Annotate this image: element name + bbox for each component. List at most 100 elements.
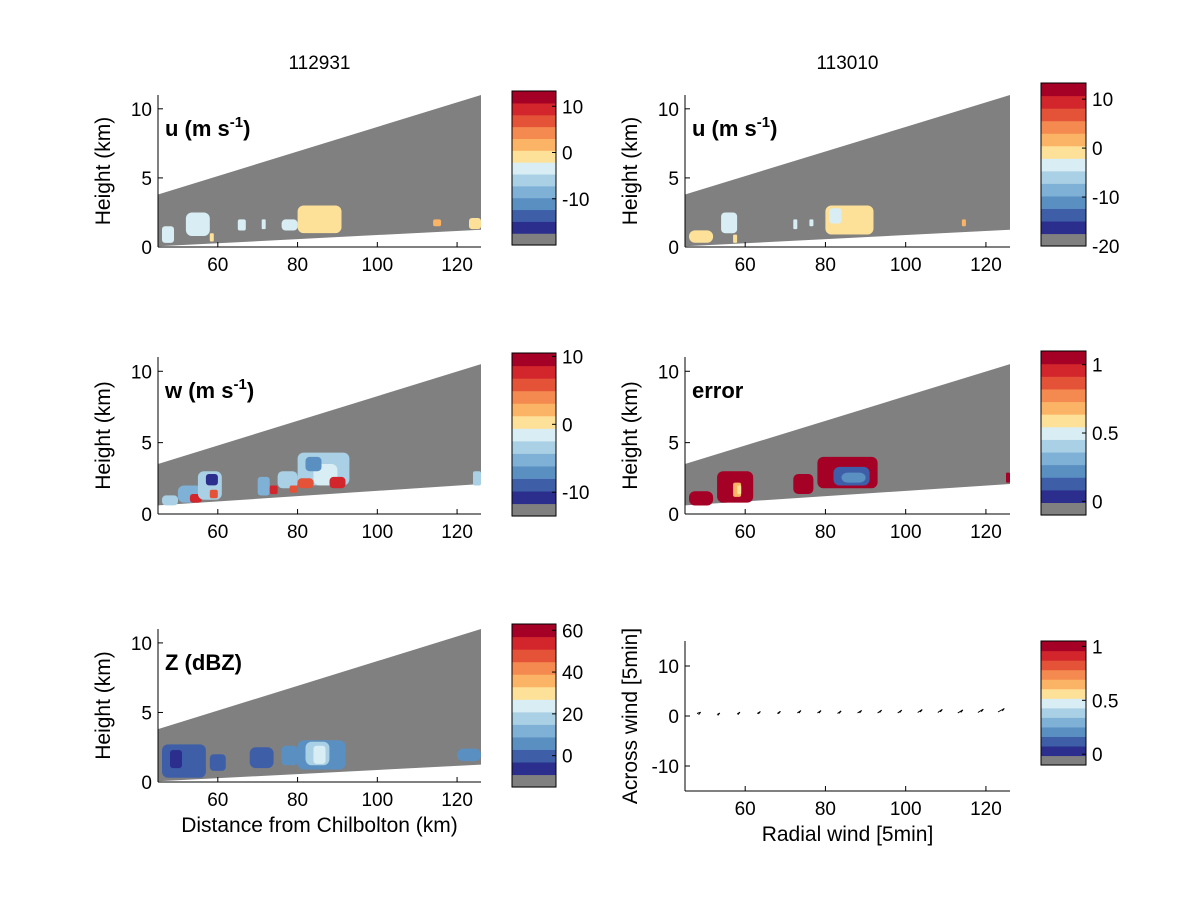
colorbar-swatch [1041, 170, 1086, 184]
colorbar: 60 40 20 0 [511, 621, 583, 788]
colorbar-tick-label: 0 [1092, 139, 1103, 160]
y-tick-label: 10 [658, 362, 679, 383]
echo-patch [313, 745, 326, 764]
colorbar-swatch [1041, 83, 1086, 97]
colorbar-swatch [512, 774, 556, 788]
y-axis-label: Height (km) [619, 117, 642, 226]
colorbar-swatch [512, 699, 556, 713]
echo-patch [1006, 472, 1010, 483]
colorbar-swatch [1041, 158, 1086, 172]
colorbar-swatch [1041, 95, 1086, 109]
echo-patch [261, 219, 266, 230]
colorbar-swatch [512, 478, 556, 492]
colorbar-swatch [512, 440, 556, 454]
x-tick-label: 60 [735, 255, 756, 276]
panel-label: error [692, 378, 744, 403]
echo-patch [205, 474, 218, 486]
colorbar-tick-label: 0.5 [1092, 691, 1118, 712]
panel-label-end: ) [243, 116, 250, 141]
colorbar: 10.50 [1040, 637, 1118, 766]
colorbar-swatch [1041, 660, 1086, 671]
colorbar-swatch [512, 736, 556, 750]
y-tick-label: -10 [652, 757, 679, 778]
colorbar-swatch [1041, 688, 1086, 699]
echo-patch [297, 205, 342, 234]
colorbar-tick-label: 0 [1092, 492, 1103, 513]
echo-patch [829, 208, 842, 224]
colorbar-swatch [1041, 745, 1086, 757]
y-tick-label: 10 [131, 100, 152, 121]
colorbar-swatch [1041, 698, 1086, 709]
echo-patch [689, 491, 714, 506]
wind-arrow-head [698, 711, 701, 716]
echo-patch [162, 226, 174, 243]
colorbar-frame [511, 623, 557, 788]
plot-area [158, 629, 481, 782]
panel-label: Z (dBZ) [165, 650, 242, 675]
colorbar-swatch [512, 138, 556, 151]
colorbar-swatch [512, 150, 556, 163]
wind-arrow-head [758, 711, 761, 715]
colorbar-swatch [1041, 650, 1086, 661]
colorbar-swatch [1041, 502, 1086, 516]
wind-arrow-head [798, 710, 802, 714]
y-tick-label: 5 [141, 434, 152, 455]
panel-label-end: ) [247, 378, 254, 403]
colorbar-swatch [1041, 401, 1086, 415]
echo-patch [841, 472, 866, 483]
colorbar-frame [511, 352, 557, 517]
colorbar-swatch [1041, 145, 1086, 159]
colorbar-swatch [512, 162, 556, 175]
x-tick-label: 120 [441, 522, 473, 543]
y-tick-label: 10 [658, 100, 679, 121]
wind-arrow-head [899, 709, 903, 713]
echo-patch [469, 218, 481, 230]
echo-patch [433, 219, 442, 227]
colorbar-swatch [512, 403, 556, 417]
panel-label-main: error [692, 378, 744, 403]
y-axis-label: Height (km) [92, 117, 115, 226]
wind-arrow-head [778, 710, 781, 715]
echo-patch [185, 212, 210, 236]
plot-area [158, 95, 481, 247]
x-tick-label: 60 [735, 522, 756, 543]
colorbar-tick-label: 10 [1092, 90, 1113, 111]
colorbar-swatch [512, 686, 556, 700]
colorbar-swatch [1041, 133, 1086, 147]
echo-patch [209, 489, 218, 499]
echo-patch [737, 485, 742, 495]
colorbar-swatch [1041, 363, 1086, 377]
colorbar-swatch [1041, 717, 1086, 728]
x-tick-label: 80 [815, 799, 836, 820]
x-tick-label: 80 [815, 522, 836, 543]
colorbar-swatch [1041, 195, 1086, 209]
colorbar-tick-label: -10 [1092, 188, 1119, 209]
colorbar-tick-label: 10 [562, 97, 583, 118]
x-tick-label: 80 [287, 790, 308, 811]
colorbar-swatch [512, 503, 556, 517]
x-tick-label: 100 [890, 799, 922, 820]
colorbar-swatch [1041, 183, 1086, 197]
x-tick-label: 120 [970, 255, 1002, 276]
colorbar-swatch [512, 724, 556, 738]
echo-patch [961, 219, 966, 227]
echo-patch [170, 750, 182, 769]
colorbar-tick-label: 60 [562, 621, 583, 642]
x-tick-label: 100 [361, 255, 393, 276]
y-tick-label: 5 [141, 169, 152, 190]
colorbar-swatch [512, 465, 556, 479]
colorbar-swatch [1041, 641, 1086, 652]
colorbar-tick-label: 0 [562, 747, 573, 768]
colorbar-swatch [512, 365, 556, 379]
plot-area [685, 95, 1010, 247]
colorbar-swatch [1041, 451, 1086, 466]
colorbar-swatch [512, 221, 556, 234]
panel-label: u (m s-1) [692, 114, 777, 141]
colorbar-swatch [512, 197, 556, 211]
echo-patch [297, 478, 314, 489]
echo-patch [473, 471, 481, 486]
